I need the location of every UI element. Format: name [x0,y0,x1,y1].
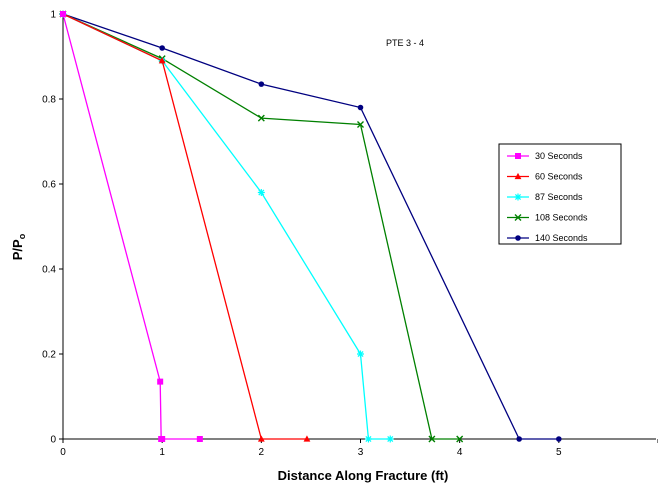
legend-label: 140 Seconds [535,233,588,243]
chart-annotation: PTE 3 - 4 [386,38,424,48]
y-tick-label: 0 [50,435,56,446]
series-line [62,13,460,440]
data-point [157,378,164,385]
y-axis-ticks: 0 0.2 0.4 0.6 0.8 1 [42,10,63,446]
y-tick-label: 0.2 [42,350,56,361]
legend-swatch-marker [514,193,522,201]
data-point [364,435,372,443]
data-point [196,436,203,442]
y-axis-title-subscript: o [17,233,27,239]
legend-item: 30 Seconds [507,151,583,161]
series-line [62,13,559,440]
y-tick-label: 0.8 [42,95,56,106]
x-axis-ticks: 0 1 2 3 4 5 [60,439,658,458]
x-tick-label: 0 [60,447,66,458]
legend-label: 108 Seconds [535,213,588,223]
data-point [258,81,265,87]
data-point [357,104,364,111]
y-tick-label: 0.6 [42,180,56,191]
data-point [159,436,166,442]
data-point [60,11,66,17]
y-tick-label: 0.4 [42,265,56,276]
data-point [257,189,265,196]
series-layer [59,10,562,443]
data-point [456,435,464,443]
data-point [158,57,166,64]
legend-swatch-marker [515,153,521,159]
x-tick-label: 2 [259,447,265,458]
data-point [516,436,522,442]
legend-label: 87 Seconds [535,192,583,202]
data-point [257,435,265,442]
data-point [357,350,364,358]
data-point [303,435,311,442]
x-axis-title: Distance Along Fracture (ft) [278,468,449,483]
legend-item: 87 Seconds [507,192,583,202]
x-tick-label: 4 [457,447,463,458]
legend-swatch-marker [514,172,522,180]
legend-item: 140 Seconds [507,233,588,243]
x-tick-label: 3 [358,447,364,458]
x-tick-label: 1 [159,447,165,458]
legend-swatch-marker [514,214,522,221]
y-tick-label: 1 [50,10,56,21]
data-point [257,114,265,122]
data-point [159,45,165,51]
y-axis-title-main: P/P [10,239,25,260]
series-30-seconds [60,11,203,442]
legend-label: 60 Seconds [535,172,583,182]
series-line [62,13,307,440]
data-point [556,436,562,442]
data-point [428,435,436,443]
legend-item: 60 Seconds [507,172,583,182]
x-tick-label: 5 [556,447,562,458]
legend-label: 30 Seconds [535,151,583,161]
legend: 30 Seconds 60 Seconds 87 Seconds 108 Second… [498,143,622,245]
legend-items: 30 Seconds 60 Seconds 87 Seconds 108 Second… [507,151,588,243]
y-axis-title: P/Po [10,233,27,260]
legend-item: 108 Seconds [507,213,588,223]
legend-box [498,143,622,245]
legend-swatch-marker [515,235,521,241]
data-point [357,121,364,128]
data-point [386,435,394,443]
